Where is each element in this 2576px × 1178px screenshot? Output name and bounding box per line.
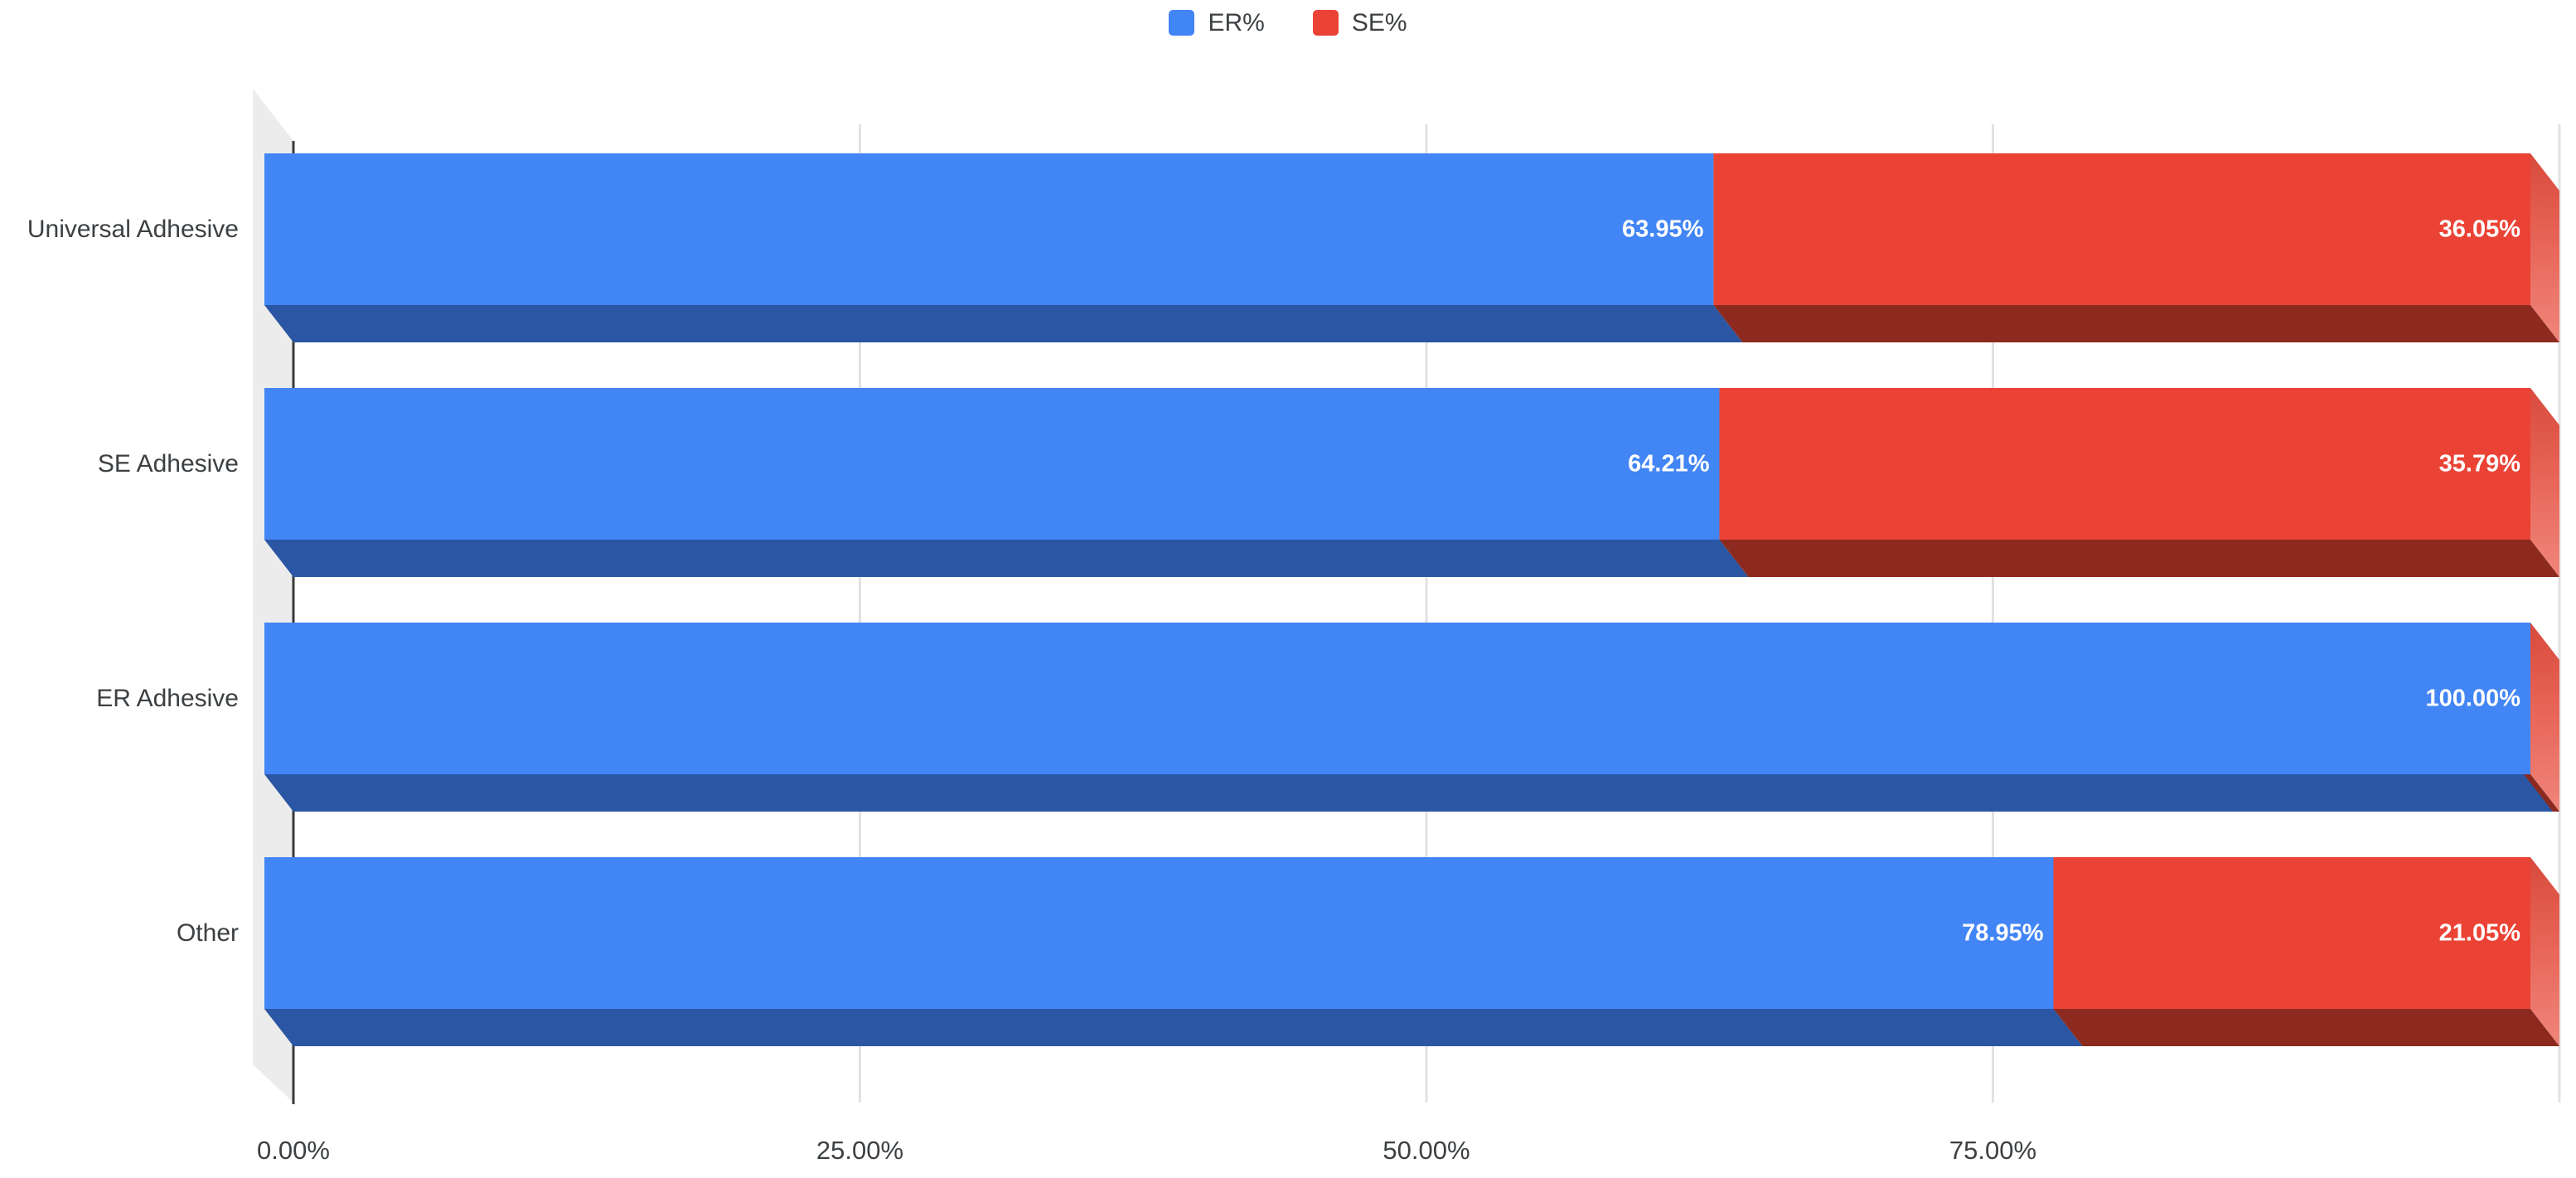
bar-depth-se: [1713, 305, 2559, 342]
bar-end-cap: [2530, 623, 2559, 812]
x-tick-label: 0.00%: [257, 1136, 330, 1165]
chart-legend: ER% SE%: [0, 10, 2576, 36]
bar-depth-er: [264, 305, 1743, 342]
data-label-er: 100.00%: [2426, 686, 2521, 712]
category-label: Other: [177, 919, 239, 947]
x-tick-label: 25.00%: [816, 1136, 903, 1165]
legend-label-er: ER%: [1208, 8, 1265, 36]
data-label-se: 21.05%: [2439, 920, 2521, 947]
data-label-er: 78.95%: [1962, 920, 2044, 947]
bar-segment-er[interactable]: [264, 623, 2530, 774]
bar-end-cap: [2530, 388, 2559, 577]
data-label-se: 35.79%: [2439, 451, 2521, 478]
category-label: SE Adhesive: [98, 450, 239, 478]
bar-depth-se: [2524, 774, 2559, 812]
bar-depth-er: [264, 774, 2559, 812]
bar-depth-se: [2053, 1009, 2559, 1046]
bar-segment-se[interactable]: [1713, 153, 2530, 305]
legend-item-se[interactable]: SE%: [1312, 8, 1407, 36]
bar-segment-er[interactable]: [264, 388, 1720, 540]
data-label-er: 64.21%: [1628, 451, 1710, 478]
bar-depth-er: [264, 1009, 2083, 1046]
axis-wall: [253, 89, 293, 1103]
category-label: ER Adhesive: [96, 685, 239, 712]
bar-segment-er[interactable]: [264, 857, 2054, 1009]
legend-swatch-se-icon: [1312, 10, 1339, 36]
bar-depth-er: [264, 540, 1749, 577]
bar-depth-se: [1719, 540, 2559, 577]
bar-segment-se[interactable]: [2053, 857, 2530, 1009]
bar-end-cap: [2530, 857, 2559, 1046]
bar-end-cap: [2530, 153, 2559, 342]
legend-label-se: SE%: [1351, 8, 1407, 36]
x-tick-label: 50.00%: [1382, 1136, 1470, 1165]
category-label: Universal Adhesive: [27, 216, 239, 243]
legend-item-er[interactable]: ER%: [1169, 8, 1265, 36]
data-label-se: 36.05%: [2439, 216, 2521, 243]
x-tick-label: 75.00%: [1949, 1136, 2036, 1165]
legend-swatch-er-icon: [1169, 10, 1195, 36]
data-label-er: 63.95%: [1622, 216, 1704, 243]
bar-segment-er[interactable]: [264, 153, 1714, 305]
bar-segment-se[interactable]: [1719, 388, 2530, 540]
